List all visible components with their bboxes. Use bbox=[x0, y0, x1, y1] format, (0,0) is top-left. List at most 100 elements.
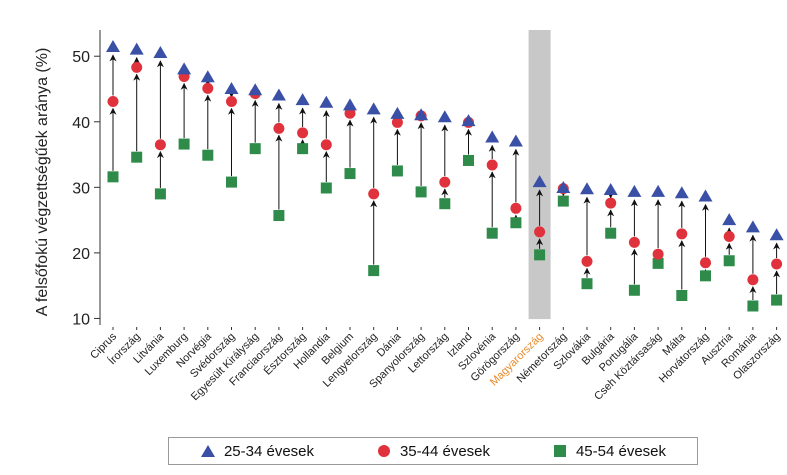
legend-label-series-0: 25-34 évesek bbox=[223, 442, 315, 460]
point-25-34-17 bbox=[508, 134, 523, 147]
point-25-34-21 bbox=[603, 182, 618, 195]
point-45-54-23 bbox=[652, 257, 664, 269]
point-45-54-16 bbox=[486, 227, 498, 239]
point-35-44-7 bbox=[273, 122, 285, 134]
circle-icon bbox=[377, 445, 390, 457]
point-35-44-23 bbox=[652, 248, 664, 260]
point-45-54-9 bbox=[320, 182, 332, 194]
point-25-34-11 bbox=[366, 102, 381, 115]
point-35-44-21 bbox=[605, 197, 617, 209]
point-25-34-26 bbox=[722, 213, 737, 226]
square-icon bbox=[553, 445, 566, 457]
point-45-54-15 bbox=[463, 154, 474, 166]
point-35-44-12 bbox=[391, 116, 403, 128]
point-45-54-25 bbox=[700, 270, 711, 282]
point-25-34-14 bbox=[437, 110, 452, 123]
point-35-44-18 bbox=[534, 226, 546, 238]
point-25-34-15 bbox=[461, 114, 476, 127]
y-tick-label-20: 20 bbox=[72, 246, 90, 263]
point-25-34-12 bbox=[390, 106, 405, 119]
point-35-44-0 bbox=[107, 95, 119, 107]
point-35-44-24 bbox=[676, 228, 688, 240]
legend-item-series-2: 45-54 évesek bbox=[552, 443, 666, 460]
y-axis-label: A felsőfokú végzettségűek aránya (%) bbox=[34, 48, 51, 317]
point-25-34-13 bbox=[414, 108, 429, 121]
point-45-54-10 bbox=[344, 168, 356, 180]
point-45-54-17 bbox=[510, 217, 522, 229]
point-35-44-25 bbox=[700, 257, 711, 269]
point-45-54-5 bbox=[226, 176, 237, 188]
point-45-54-11 bbox=[368, 265, 380, 277]
point-45-54-21 bbox=[605, 227, 617, 239]
point-35-44-28 bbox=[771, 258, 783, 270]
point-45-54-26 bbox=[723, 255, 735, 267]
point-25-34-9 bbox=[319, 95, 334, 108]
point-45-54-20 bbox=[581, 278, 593, 290]
point-25-34-6 bbox=[248, 83, 263, 96]
legend-label-series-1: 35-44 évesek bbox=[399, 442, 491, 460]
y-tick-label-50: 50 bbox=[72, 49, 90, 66]
point-45-54-14 bbox=[439, 198, 451, 210]
point-25-34-23 bbox=[651, 184, 666, 197]
point-25-34-24 bbox=[674, 186, 689, 199]
point-45-54-6 bbox=[249, 143, 261, 155]
point-45-54-4 bbox=[202, 149, 214, 161]
point-35-44-2 bbox=[154, 139, 166, 151]
point-45-54-22 bbox=[628, 284, 640, 296]
point-25-34-18 bbox=[532, 175, 547, 188]
point-45-54-0 bbox=[107, 171, 119, 183]
point-25-34-25 bbox=[698, 189, 713, 202]
point-45-54-12 bbox=[391, 165, 403, 177]
point-35-44-9 bbox=[320, 139, 332, 151]
highlight-band bbox=[528, 30, 551, 320]
y-tick-label-40: 40 bbox=[72, 115, 90, 132]
point-25-34-20 bbox=[580, 182, 594, 195]
point-25-34-19 bbox=[556, 180, 571, 193]
point-45-54-7 bbox=[273, 210, 285, 222]
point-45-54-2 bbox=[154, 188, 166, 200]
point-25-34-28 bbox=[769, 228, 784, 241]
point-35-44-4 bbox=[202, 82, 214, 94]
point-25-34-7 bbox=[271, 88, 286, 101]
point-35-44-1 bbox=[131, 61, 143, 73]
point-45-54-13 bbox=[415, 186, 427, 198]
point-25-34-5 bbox=[224, 82, 239, 94]
point-35-44-5 bbox=[226, 95, 237, 107]
point-45-54-19 bbox=[557, 195, 569, 207]
y-tick-label-30: 30 bbox=[72, 180, 90, 197]
legend-item-series-0: 25-34 évesek bbox=[200, 443, 314, 460]
point-35-44-11 bbox=[368, 188, 380, 200]
point-45-54-8 bbox=[297, 143, 309, 155]
chart-legend: 25-34 évesek 35-44 évesek 45-54 évesek bbox=[168, 437, 698, 465]
point-35-44-22 bbox=[628, 236, 640, 248]
point-25-34-0 bbox=[106, 40, 120, 53]
point-35-44-8 bbox=[297, 127, 309, 139]
point-35-44-10 bbox=[344, 107, 356, 119]
point-35-44-16 bbox=[486, 159, 498, 171]
point-45-54-24 bbox=[676, 290, 688, 301]
point-25-34-8 bbox=[295, 93, 310, 106]
point-25-34-1 bbox=[129, 42, 144, 55]
point-35-44-20 bbox=[581, 255, 593, 267]
point-35-44-26 bbox=[723, 231, 735, 242]
point-35-44-27 bbox=[747, 274, 759, 286]
triangle-icon bbox=[200, 445, 215, 457]
legend-label-series-2: 45-54 évesek bbox=[575, 442, 667, 460]
point-25-34-3 bbox=[177, 62, 192, 75]
point-25-34-27 bbox=[745, 220, 760, 233]
point-45-54-27 bbox=[747, 300, 759, 312]
point-35-44-17 bbox=[510, 202, 522, 214]
point-25-34-10 bbox=[343, 98, 357, 111]
point-45-54-18 bbox=[534, 249, 546, 261]
point-25-34-2 bbox=[153, 45, 168, 58]
point-25-34-22 bbox=[627, 184, 642, 197]
point-45-54-1 bbox=[131, 151, 143, 163]
legend-item-series-1: 35-44 évesek bbox=[376, 443, 490, 460]
point-45-54-28 bbox=[771, 294, 783, 306]
point-45-54-3 bbox=[178, 138, 190, 150]
y-tick-label-10: 10 bbox=[72, 311, 90, 328]
point-25-34-4 bbox=[200, 70, 215, 83]
point-35-44-14 bbox=[439, 176, 451, 188]
